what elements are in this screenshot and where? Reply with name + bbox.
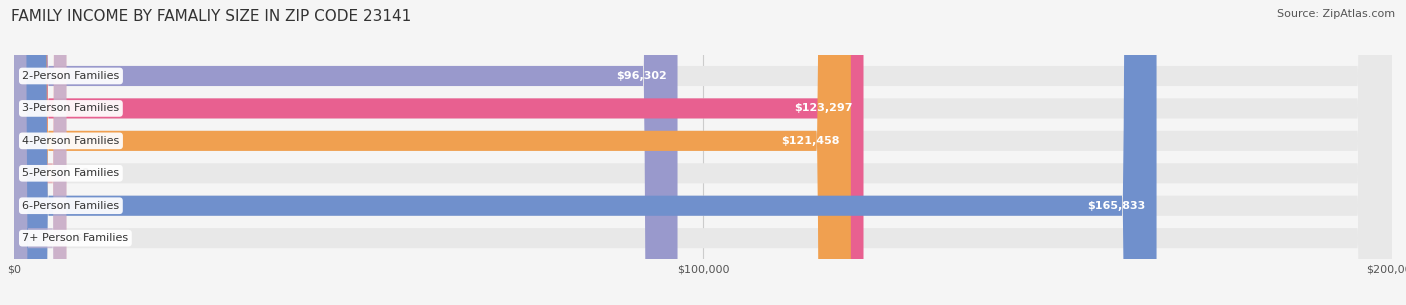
- Text: $96,302: $96,302: [616, 71, 666, 81]
- Text: $165,833: $165,833: [1087, 201, 1146, 211]
- FancyBboxPatch shape: [14, 0, 66, 305]
- FancyBboxPatch shape: [14, 0, 1157, 305]
- Text: $121,458: $121,458: [782, 136, 839, 146]
- Text: FAMILY INCOME BY FAMALIY SIZE IN ZIP CODE 23141: FAMILY INCOME BY FAMALIY SIZE IN ZIP COD…: [11, 9, 412, 24]
- Text: 5-Person Families: 5-Person Families: [22, 168, 120, 178]
- Text: 2-Person Families: 2-Person Families: [22, 71, 120, 81]
- Text: 6-Person Families: 6-Person Families: [22, 201, 120, 211]
- Text: $123,297: $123,297: [794, 103, 852, 113]
- FancyBboxPatch shape: [14, 0, 1392, 305]
- Text: $0: $0: [75, 168, 90, 178]
- FancyBboxPatch shape: [14, 0, 1392, 305]
- FancyBboxPatch shape: [14, 0, 1392, 305]
- FancyBboxPatch shape: [14, 0, 1392, 305]
- Text: Source: ZipAtlas.com: Source: ZipAtlas.com: [1277, 9, 1395, 19]
- Text: $0: $0: [75, 233, 90, 243]
- FancyBboxPatch shape: [14, 0, 66, 305]
- Text: 4-Person Families: 4-Person Families: [22, 136, 120, 146]
- FancyBboxPatch shape: [14, 0, 1392, 305]
- FancyBboxPatch shape: [14, 0, 678, 305]
- FancyBboxPatch shape: [14, 0, 863, 305]
- FancyBboxPatch shape: [14, 0, 851, 305]
- FancyBboxPatch shape: [14, 0, 1392, 305]
- Text: 7+ Person Families: 7+ Person Families: [22, 233, 128, 243]
- Text: 3-Person Families: 3-Person Families: [22, 103, 120, 113]
